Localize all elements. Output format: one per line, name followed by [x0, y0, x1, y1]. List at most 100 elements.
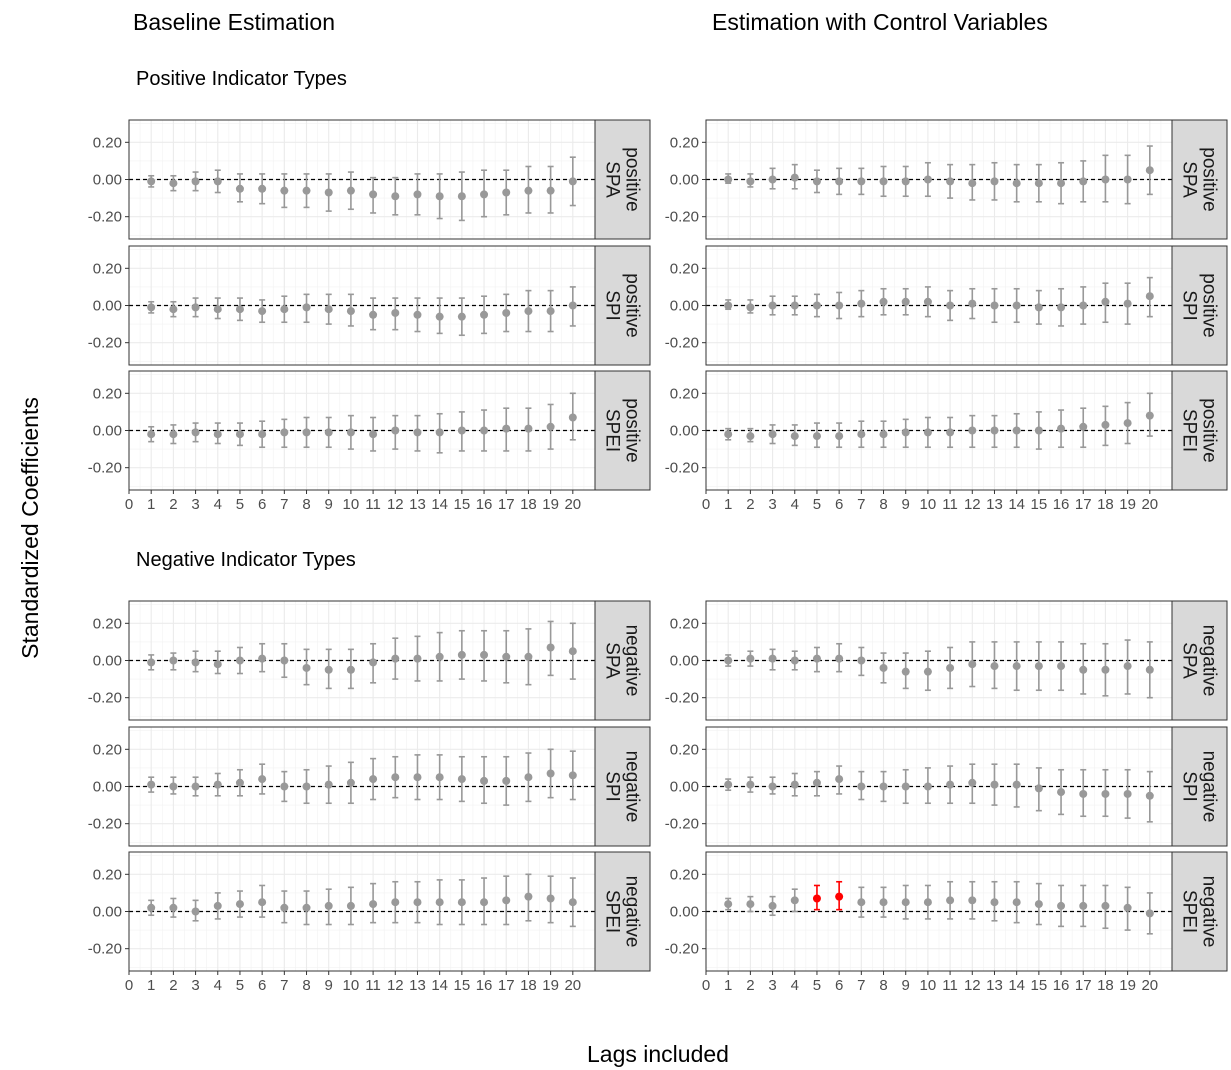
y-tick-label: 0.20	[670, 134, 699, 151]
x-tick-label: 9	[325, 496, 333, 513]
facet-strip	[1171, 370, 1228, 491]
data-point	[1101, 297, 1110, 306]
data-point	[435, 428, 444, 437]
facet-strip	[594, 370, 651, 491]
y-tick-label: 0.00	[93, 423, 122, 440]
data-point	[346, 778, 355, 787]
facet-strip-label: negativeSPI	[1179, 751, 1220, 823]
data-point	[901, 782, 910, 791]
x-tick-label: 20	[1141, 977, 1158, 994]
facet-strip-line: positive	[622, 147, 643, 211]
data-point	[990, 426, 999, 435]
y-tick-label: 0.00	[93, 653, 122, 670]
data-point	[746, 177, 755, 186]
x-tick-label: 18	[1097, 496, 1114, 513]
facet-strip	[1171, 726, 1228, 847]
x-tick-label: 8	[302, 977, 310, 994]
data-point	[835, 654, 844, 663]
x-tick-label: 0	[125, 496, 133, 513]
x-tick-label: 15	[1031, 496, 1048, 513]
facet-strip-line: SPA	[1179, 161, 1200, 198]
data-point	[524, 773, 533, 782]
x-tick-label: 14	[1008, 977, 1025, 994]
x-tick-label: 13	[409, 496, 426, 513]
x-tick-label: 4	[214, 977, 222, 994]
y-tick-label: 0.00	[93, 779, 122, 796]
data-point	[169, 903, 178, 912]
data-point	[724, 780, 733, 789]
data-point	[435, 312, 444, 321]
facet-strip-line: SPEI	[602, 409, 623, 452]
data-point	[413, 428, 422, 437]
y-tick-label: -0.20	[665, 690, 699, 707]
highlighted-point	[812, 894, 821, 903]
data-point	[768, 654, 777, 663]
x-tick-label: 1	[147, 977, 155, 994]
data-point	[457, 898, 466, 907]
facet-strip	[594, 851, 651, 972]
data-point	[1079, 665, 1088, 674]
x-tick-label: 10	[920, 496, 937, 513]
facet-strip	[1171, 245, 1228, 366]
facet-strip	[594, 245, 651, 366]
data-point	[369, 775, 378, 784]
facet-strip-line: negative	[1199, 876, 1220, 948]
data-point	[546, 643, 555, 652]
facet-strip-line: negative	[622, 751, 643, 823]
facet-strip	[594, 726, 651, 847]
data-point	[457, 650, 466, 659]
data-point	[280, 903, 289, 912]
data-point	[879, 430, 888, 439]
highlighted-point	[835, 892, 844, 901]
x-tick-label: 9	[325, 977, 333, 994]
data-point	[147, 780, 156, 789]
data-point	[1012, 301, 1021, 310]
facet-strip	[1171, 851, 1228, 972]
y-tick-label: -0.20	[665, 460, 699, 477]
data-point	[346, 901, 355, 910]
data-point	[1057, 788, 1066, 797]
data-point	[724, 430, 733, 439]
data-point	[324, 428, 333, 437]
facet-strip-line: SPA	[602, 642, 623, 679]
data-point	[746, 303, 755, 312]
facet-strip-line: negative	[1199, 625, 1220, 697]
data-point	[1034, 900, 1043, 909]
x-tick-label: 16	[476, 496, 493, 513]
data-point	[768, 901, 777, 910]
data-point	[302, 782, 311, 791]
data-point	[258, 654, 267, 663]
data-point	[302, 303, 311, 312]
x-tick-label: 18	[520, 496, 537, 513]
data-point	[835, 775, 844, 784]
y-tick-label: 0.20	[670, 260, 699, 277]
data-point	[391, 654, 400, 663]
x-tick-label: 7	[280, 977, 288, 994]
facet-strip-line: positive	[622, 273, 643, 337]
facet-strip-line: SPI	[602, 290, 623, 321]
x-tick-label: 5	[236, 977, 244, 994]
data-point	[546, 186, 555, 195]
data-point	[480, 190, 489, 199]
facet-strip-line: negative	[1199, 751, 1220, 823]
data-point	[857, 430, 866, 439]
data-point	[923, 898, 932, 907]
y-tick-label: -0.20	[665, 335, 699, 352]
data-point	[413, 190, 422, 199]
x-tick-label: 16	[1053, 496, 1070, 513]
data-point	[391, 898, 400, 907]
data-point	[724, 175, 733, 184]
x-tick-label: 8	[302, 496, 310, 513]
data-point	[901, 667, 910, 676]
data-point	[790, 780, 799, 789]
y-tick-label: 0.00	[670, 904, 699, 921]
data-point	[1057, 303, 1066, 312]
data-point	[901, 177, 910, 186]
data-point	[324, 305, 333, 314]
panel-controls-negative-spi: negativeSPI 0.20 0.00 -0.20	[665, 726, 1228, 847]
data-point	[879, 663, 888, 672]
data-point	[968, 660, 977, 669]
data-point	[1123, 419, 1132, 428]
data-point	[235, 305, 244, 314]
data-point	[1123, 299, 1132, 308]
